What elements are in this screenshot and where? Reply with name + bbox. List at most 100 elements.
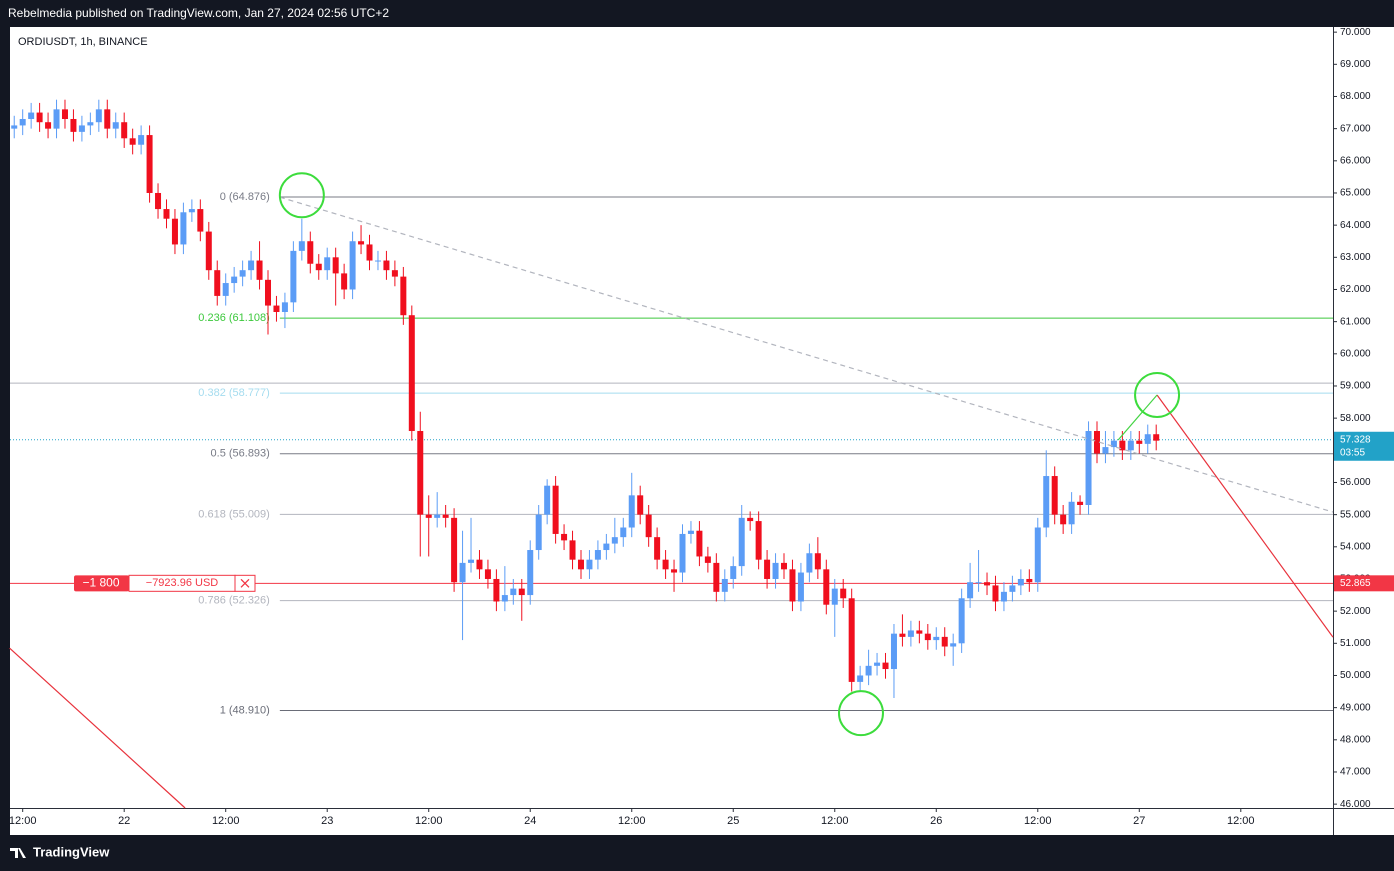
candle-body <box>324 257 331 271</box>
candle-body <box>459 562 466 583</box>
candle-body <box>671 569 678 573</box>
candle-body <box>476 559 483 570</box>
candle-body <box>586 559 593 570</box>
y-tick-label: 63.000 <box>1340 252 1371 263</box>
candle-body <box>730 566 737 579</box>
candle-body <box>121 122 128 139</box>
candle-body <box>163 209 170 219</box>
candle-body <box>391 270 398 277</box>
y-tick-label: 60.000 <box>1340 348 1371 359</box>
y-tick-label: 52.000 <box>1340 606 1371 617</box>
x-tick-label: 26 <box>930 815 942 827</box>
candle-body <box>298 241 305 251</box>
candle-body <box>366 244 373 261</box>
candle-body <box>155 192 162 210</box>
candle-body <box>907 630 914 637</box>
candle-body <box>349 241 356 290</box>
candle-body <box>425 514 432 518</box>
candle-body <box>231 276 238 284</box>
position-qty: −1 800 <box>82 575 119 589</box>
candle-body <box>1000 591 1007 602</box>
candle-body <box>933 636 940 641</box>
candle-body <box>1153 434 1160 441</box>
candle-body <box>679 533 686 573</box>
candle-body <box>87 122 94 126</box>
circle-marker <box>1134 371 1181 418</box>
candle-body <box>857 675 864 682</box>
candle-body <box>451 517 458 583</box>
candle-body <box>146 135 153 193</box>
candle-body <box>518 588 525 596</box>
candle-body <box>408 315 415 432</box>
y-tick-label: 68.000 <box>1340 91 1371 102</box>
candle-body <box>823 569 830 605</box>
candle-body <box>890 633 897 670</box>
y-tick-label: 70.000 <box>1340 27 1371 38</box>
candle-body <box>383 260 390 271</box>
candle-body <box>984 582 991 586</box>
candle-body <box>256 260 263 280</box>
candle-body <box>569 540 576 560</box>
y-tick-label: 58.000 <box>1340 413 1371 424</box>
x-tick-label: 25 <box>727 815 739 827</box>
x-tick-label: 12:00 <box>1227 815 1255 827</box>
candle-body <box>916 630 923 634</box>
candle-body <box>442 514 449 518</box>
candle-body <box>1077 501 1084 505</box>
candle-body <box>468 559 475 563</box>
candle-body <box>1093 431 1100 454</box>
close-icon <box>240 578 250 588</box>
candle-body <box>561 533 568 541</box>
candle-body <box>341 273 348 290</box>
candle-body <box>814 553 821 570</box>
candle-body <box>19 118 26 126</box>
y-tick-label: 46.000 <box>1340 799 1371 810</box>
candle-body <box>1102 447 1109 454</box>
candle-body <box>78 125 85 132</box>
x-tick-label: 24 <box>524 815 536 827</box>
candle-body <box>755 521 762 560</box>
candle-body <box>290 250 297 303</box>
candle-body <box>1119 440 1126 451</box>
candle-body <box>11 125 18 129</box>
fib-label: 1 (48.910) <box>220 704 270 716</box>
candle-body <box>1110 440 1117 448</box>
candle-body <box>696 530 703 557</box>
candle-body <box>941 636 948 647</box>
candle-body <box>781 562 788 570</box>
x-tick-label: 12:00 <box>212 815 240 827</box>
candle-body <box>239 270 246 277</box>
candle-body <box>764 559 771 579</box>
y-tick-label: 50.000 <box>1340 670 1371 681</box>
x-tick-label: 23 <box>321 815 333 827</box>
candle-body <box>1127 440 1134 451</box>
candle-body <box>138 135 145 145</box>
candle-body <box>654 537 661 560</box>
candle-body <box>104 109 111 129</box>
fib-label: 0.382 (58.777) <box>198 387 270 399</box>
candle-body <box>552 485 559 534</box>
fib-label: 0.236 (61.108) <box>198 312 270 324</box>
candle-body <box>501 595 508 602</box>
candle-body <box>61 109 68 119</box>
last-price-box <box>1334 431 1394 461</box>
candle-body <box>950 643 957 647</box>
candle-body <box>374 260 381 262</box>
candle-body <box>1085 431 1092 505</box>
candle-body <box>180 212 187 245</box>
candle-body <box>434 514 441 518</box>
candle-body <box>535 514 542 551</box>
candle-body <box>899 633 906 637</box>
candle-body <box>1051 476 1058 515</box>
candle-body <box>281 302 288 312</box>
candle-body <box>797 572 804 602</box>
candle-body <box>1068 501 1075 525</box>
candle-body <box>527 550 534 596</box>
candle-body <box>53 109 60 129</box>
candle-body <box>628 495 635 528</box>
candle-body <box>358 241 365 245</box>
circle-marker <box>837 690 884 737</box>
y-tick-label: 49.000 <box>1340 702 1371 713</box>
y-tick-label: 65.000 <box>1340 188 1371 199</box>
